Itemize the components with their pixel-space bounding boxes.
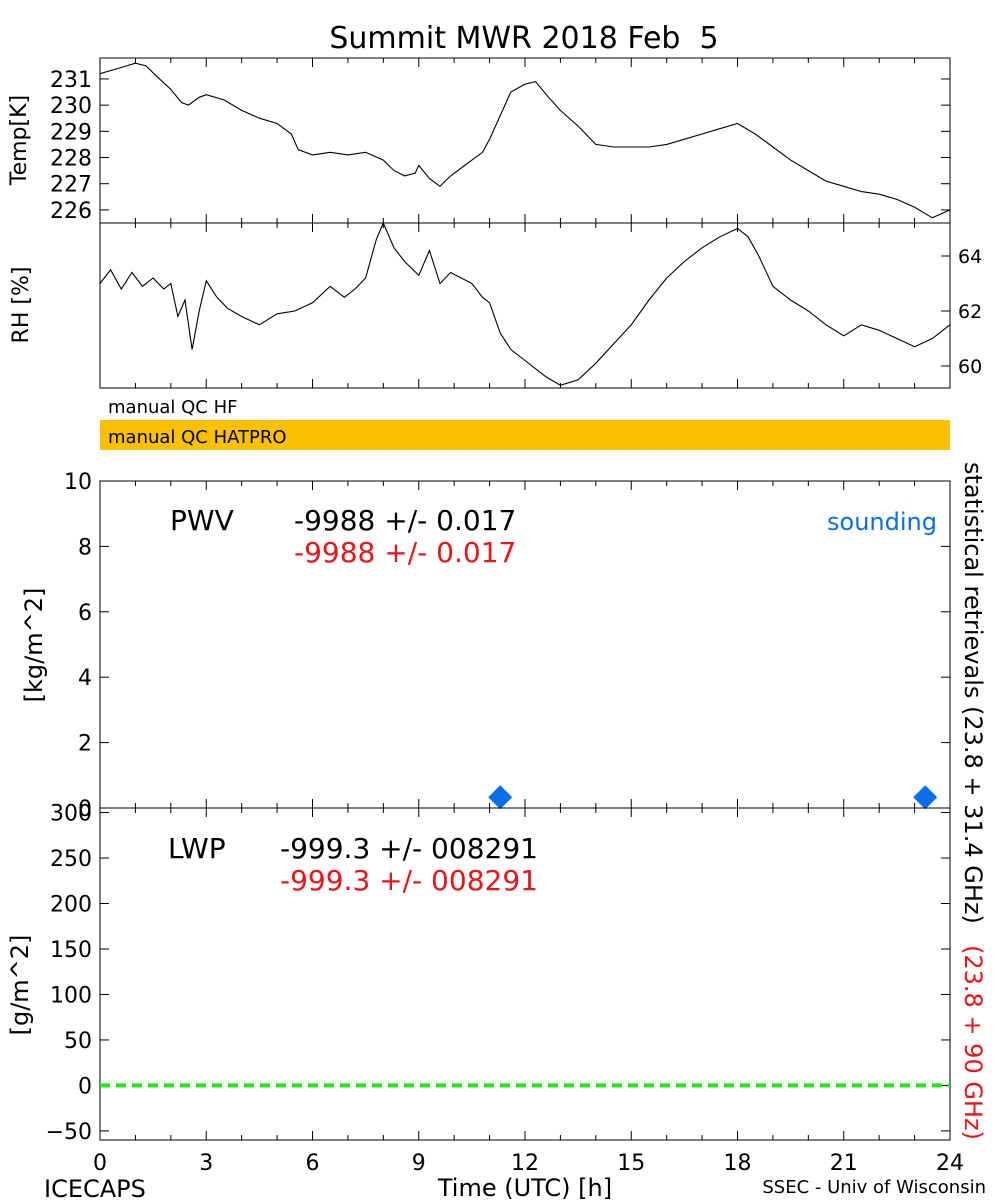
temp-panel-frame [99,57,951,224]
sounding-point [913,785,938,810]
pwv-panel: 0 2 4 6 8 10 PWV -9988 +/- 0.017 -9988 +/- 0.… [20,470,951,822]
sounding-legend: sounding [827,508,937,536]
pwv-value-red: -9988 +/- 0.017 [294,536,516,569]
temp-series-line [99,62,951,219]
pwv-label: PWV [170,504,234,537]
rh-ylabel: RH [%] [9,267,34,344]
rh-series-line [99,221,951,386]
lwp-y-axis: −50 0 50 100 150 200 250 300 [46,802,951,1145]
lwp-ytick-label: −50 [46,1120,92,1145]
x-tick-label: 15 [617,1151,645,1176]
temp-ytick-label: 231 [50,68,92,93]
lwp-ytick-label: 150 [50,938,92,963]
temp-ytick-label: 230 [50,94,92,119]
x-tick-label: 12 [511,1151,539,1176]
lwp-ytick-label: 50 [64,1029,92,1054]
pwv-value-black: -9988 +/- 0.017 [294,504,516,537]
footer-ssec: SSEC - Univ of Wisconsin [762,1177,986,1198]
pwv-ytick-label: 6 [78,601,92,626]
sounding-point [488,785,513,810]
pwv-ytick-label: 4 [78,666,92,691]
pwv-ylabel: [kg/m^2] [20,588,48,703]
temp-ytick-label: 227 [50,173,92,198]
x-axis-label: Time (UTC) [h] [437,1174,612,1200]
qc-hatpro-bar [100,420,950,450]
pwv-ytick-label: 0 [78,797,92,822]
rh-y-axis: 60 62 64 [99,223,982,388]
pwv-y-axis: 0 2 4 6 8 10 [64,470,951,822]
rh-ytick-label: 62 [958,301,982,323]
footer-icecaps: ICECAPS [44,1175,146,1200]
lwp-ytick-label: 300 [50,802,92,827]
lwp-label: LWP [168,832,226,865]
pwv-ytick-label: 2 [78,732,92,757]
rh-panel: 60 62 64 RH [%] [9,221,982,389]
temp-ylabel: Temp[K] [7,95,32,186]
qc-bars: manual QC HF manual QC HATPRO [100,397,950,450]
x-tick-label: 21 [830,1151,858,1176]
statistical-retrievals-label: statistical retrievals (23.8 + 31.4 GHz) [959,462,987,924]
rh-panel-frame [99,222,951,389]
x-tick-label: 3 [199,1151,213,1176]
lwp-ylabel: [g/m^2] [6,935,34,1036]
x-tick-label: 18 [724,1151,752,1176]
temp-ytick-label: 226 [50,199,92,224]
qc-hf-label: manual QC HF [108,397,237,418]
temp-ytick-label: 228 [50,147,92,172]
lwp-value-red: -999.3 +/- 008291 [280,864,538,897]
lwp-ytick-label: 0 [78,1074,92,1099]
lwp-ytick-label: 250 [50,847,92,872]
x-tick-label: 9 [412,1151,426,1176]
x-tick-label: 24 [936,1151,964,1176]
figure-title: Summit MWR 2018 Feb 5 [329,21,718,56]
pwv-ytick-label: 8 [78,535,92,560]
time-x-axis: 0 3 6 9 12 15 18 21 24 [93,1151,964,1176]
temp-ytick-label: 229 [50,120,92,145]
x-tick-label: 6 [306,1151,320,1176]
x-tick-label: 0 [93,1151,107,1176]
pwv-ytick-label: 10 [64,470,92,495]
lwp-ytick-label: 200 [50,893,92,918]
lwp-ytick-label: 100 [50,983,92,1008]
qc-hatpro-label: manual QC HATPRO [108,427,287,448]
red-retrieval-label: (23.8 + 90 GHz) [959,945,987,1140]
pwv-sounding-points [488,785,938,810]
rh-ytick-label: 60 [958,356,982,378]
rh-ytick-label: 64 [958,246,982,268]
lwp-value-black: -999.3 +/- 008291 [280,832,538,865]
